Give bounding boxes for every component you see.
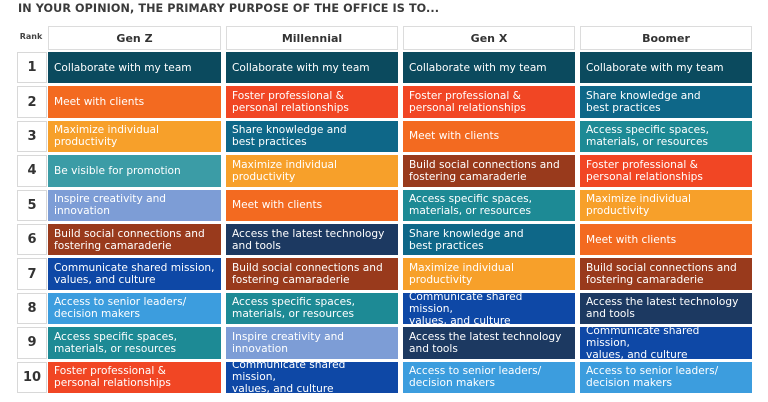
- table-cell: Foster professional & personal relations…: [226, 86, 398, 118]
- rank-number: 4: [17, 155, 47, 187]
- column-header: Millennial: [226, 26, 398, 50]
- table-cell: Share knowledge and best practices: [226, 120, 398, 153]
- table-cell: Access the latest technology and tools: [403, 327, 575, 359]
- table-cell: Access to senior leaders/ decision maker…: [48, 292, 221, 325]
- table-cell: Communicate shared mission, values, and …: [580, 325, 752, 361]
- table-cell: Build social connections and fostering c…: [403, 155, 575, 187]
- rank-number: 3: [17, 120, 47, 153]
- table-cell: Collaborate with my team: [48, 52, 221, 84]
- table-cell: Share knowledge and best practices: [580, 86, 752, 118]
- table-cell: Collaborate with my team: [403, 52, 575, 84]
- table-cell: Build social connections and fostering c…: [226, 258, 398, 290]
- rank-number: 2: [17, 86, 47, 118]
- table-cell: Access the latest technology and tools: [226, 224, 398, 256]
- column-header: Gen X: [403, 26, 575, 50]
- table-cell: Inspire creativity and innovation: [226, 327, 398, 359]
- rank-number: 10: [17, 361, 47, 393]
- table-cell: Maximize individual productivity: [580, 189, 752, 221]
- table-cell: Maximize individual productivity: [403, 258, 575, 290]
- table-cell: Be visible for promotion: [48, 155, 221, 187]
- table-cell: Collaborate with my team: [580, 52, 752, 84]
- rank-number: 6: [17, 224, 47, 256]
- table-cell: Foster professional & personal relations…: [403, 86, 575, 118]
- table-cell: Communicate shared mission, values, and …: [403, 291, 575, 327]
- table-cell: Share knowledge and best practices: [403, 224, 575, 256]
- table-cell: Meet with clients: [403, 120, 575, 153]
- rank-number: 5: [17, 189, 47, 221]
- table-cell: Inspire creativity and innovation: [48, 189, 221, 221]
- column-header: Boomer: [580, 26, 752, 50]
- table-cell: Communicate shared mission, values, and …: [226, 359, 398, 395]
- table-cell: Access to senior leaders/ decision maker…: [403, 361, 575, 393]
- rank-number: 9: [17, 327, 47, 359]
- table-cell: Build social connections and fostering c…: [580, 258, 752, 290]
- table-cell: Foster professional & personal relations…: [580, 155, 752, 187]
- table-cell: Access the latest technology and tools: [580, 292, 752, 325]
- rank-header: Rank: [19, 32, 43, 41]
- table-cell: Meet with clients: [48, 86, 221, 118]
- table-cell: Access specific spaces, materials, or re…: [48, 327, 221, 359]
- table-cell: Meet with clients: [580, 224, 752, 256]
- table-cell: Access specific spaces, materials, or re…: [580, 120, 752, 153]
- table-cell: Meet with clients: [226, 189, 398, 221]
- rank-number: 7: [17, 258, 47, 290]
- column-header: Gen Z: [48, 26, 221, 50]
- table-cell: Collaborate with my team: [226, 52, 398, 84]
- table-cell: Access specific spaces, materials, or re…: [403, 189, 575, 221]
- rank-number: 8: [17, 292, 47, 325]
- table-cell: Build social connections and fostering c…: [48, 224, 221, 256]
- rank-number: 1: [17, 52, 47, 84]
- table-cell: Foster professional & personal relations…: [48, 361, 221, 393]
- table-cell: Maximize individual productivity: [48, 120, 221, 153]
- table-cell: Maximize individual productivity: [226, 155, 398, 187]
- table-cell: Access specific spaces, materials, or re…: [226, 292, 398, 325]
- table-cell: Communicate shared mission, values, and …: [48, 258, 221, 290]
- table-cell: Access to senior leaders/ decision maker…: [580, 361, 752, 393]
- chart-title: IN YOUR OPINION, THE PRIMARY PURPOSE OF …: [18, 2, 440, 15]
